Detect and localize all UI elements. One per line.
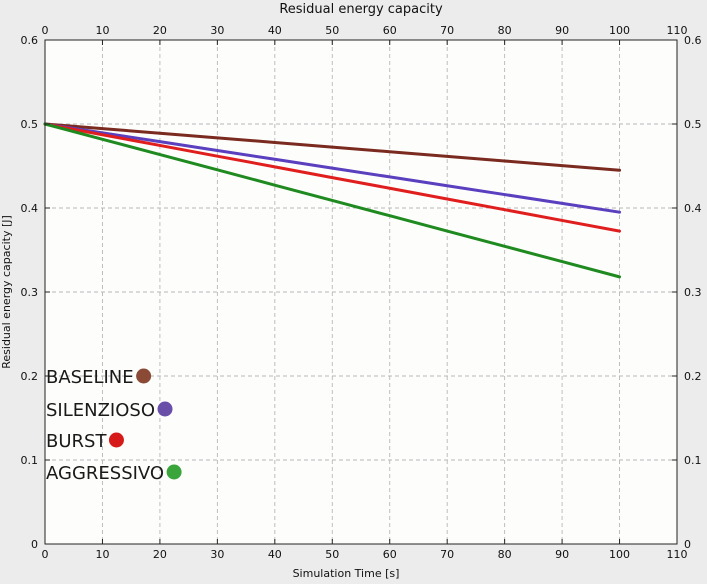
legend-marker-aggressivo [166,464,182,480]
y-tick-label-left: 0.3 [21,286,39,299]
x-tick-label-top: 110 [667,24,688,37]
series-line-silenzioso [43,122,622,214]
x-tick-label-bottom: 20 [153,548,167,561]
grid [45,40,677,544]
x-axis-title: Simulation Time [s] [293,567,400,580]
legend-label-burst: BURST [46,431,107,452]
x-tick-label-top: 0 [42,24,49,37]
x-tick-label-top: 50 [325,24,339,37]
x-tick-label-top: 20 [153,24,167,37]
x-tick-label-top: 60 [383,24,397,37]
x-tick-label-bottom: 110 [667,548,688,561]
x-tick-label-top: 100 [609,24,630,37]
x-tick-label-top: 10 [95,24,109,37]
legend-marker-baseline [136,368,152,384]
series-group [43,122,622,279]
x-tick-label-bottom: 60 [383,548,397,561]
y-tick-label-right: 0.1 [684,454,702,467]
x-tick-label-top: 40 [268,24,282,37]
x-tick-label-bottom: 40 [268,548,282,561]
y-tick-label-left: 0.5 [21,118,39,131]
y-tick-label-right: 0.3 [684,286,702,299]
legend-label-aggressivo: AGGRESSIVO [46,463,164,484]
legend-marker-silenzioso [157,401,173,417]
series-line-aggressivo [43,122,622,279]
legend-label-silenzioso: SILENZIOSO [46,400,155,421]
y-tick-label-right: 0.5 [684,118,702,131]
series-line-baseline [43,122,622,172]
axis-ticks: 0010102020303040405050606070708080909010… [21,24,702,561]
x-tick-label-top: 70 [440,24,454,37]
x-tick-label-bottom: 30 [210,548,224,561]
legend-marker-burst [108,432,124,448]
legend: BASELINE SILENZIOSO BURST AGGRESSIVO [46,367,182,484]
y-tick-label-left: 0.6 [21,34,39,47]
x-tick-label-bottom: 80 [498,548,512,561]
x-tick-label-bottom: 100 [609,548,630,561]
x-tick-label-bottom: 90 [555,548,569,561]
series-line-burst [43,122,622,233]
y-tick-label-left: 0.2 [21,370,39,383]
y-tick-label-left: 0.1 [21,454,39,467]
y-axis-title: Residual energy capacity [J] [0,215,13,369]
x-tick-label-bottom: 0 [42,548,49,561]
y-tick-label-right: 0.2 [684,370,702,383]
y-tick-label-right: 0 [684,538,691,551]
x-tick-label-bottom: 70 [440,548,454,561]
x-tick-label-top: 80 [498,24,512,37]
legend-label-baseline: BASELINE [46,367,134,388]
y-tick-label-right: 0.4 [684,202,702,215]
x-tick-label-bottom: 50 [325,548,339,561]
y-tick-label-left: 0 [31,538,38,551]
chart-title: Residual energy capacity [279,2,443,17]
y-tick-label-left: 0.4 [21,202,39,215]
x-tick-label-top: 90 [555,24,569,37]
x-tick-label-bottom: 10 [95,548,109,561]
y-tick-label-right: 0.6 [684,34,702,47]
x-tick-label-top: 30 [210,24,224,37]
